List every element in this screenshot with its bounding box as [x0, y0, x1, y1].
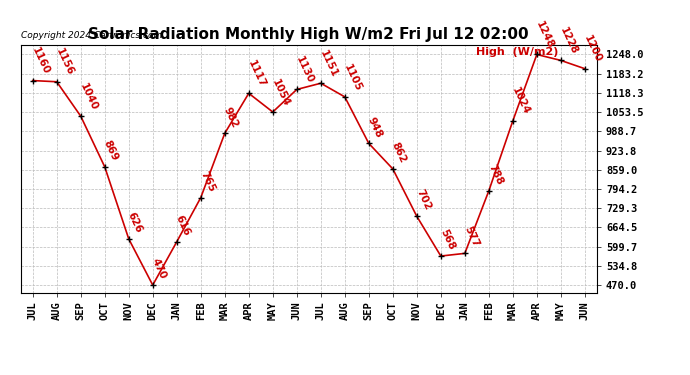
Text: 1054: 1054 [270, 77, 291, 108]
Text: 765: 765 [198, 170, 216, 194]
Text: 616: 616 [174, 214, 193, 238]
Text: 1228: 1228 [558, 26, 580, 56]
Text: 869: 869 [102, 139, 120, 163]
Text: 577: 577 [462, 225, 480, 249]
Text: 702: 702 [414, 188, 433, 212]
Text: 788: 788 [486, 163, 504, 187]
Title: Solar Radiation Monthly High W/m2 Fri Jul 12 02:00: Solar Radiation Monthly High W/m2 Fri Ju… [88, 27, 529, 42]
Text: 470: 470 [150, 257, 168, 281]
Text: 568: 568 [438, 228, 456, 252]
Text: 626: 626 [126, 211, 144, 235]
Text: 1105: 1105 [342, 62, 364, 93]
Text: 1248: 1248 [534, 20, 555, 50]
Text: 1040: 1040 [78, 81, 99, 112]
Text: 1130: 1130 [294, 55, 315, 85]
Text: 1117: 1117 [246, 58, 267, 89]
Text: 982: 982 [222, 105, 240, 129]
Text: Copyright 2024 Cartronics.com: Copyright 2024 Cartronics.com [21, 31, 162, 40]
Text: 1156: 1156 [54, 47, 75, 78]
Text: High  (W/m2): High (W/m2) [476, 48, 558, 57]
Text: 1200: 1200 [582, 34, 603, 64]
Text: 862: 862 [390, 141, 408, 165]
Text: 1160: 1160 [30, 46, 51, 76]
Text: 1151: 1151 [318, 48, 339, 79]
Text: 948: 948 [366, 115, 384, 139]
Text: 1024: 1024 [510, 86, 531, 117]
